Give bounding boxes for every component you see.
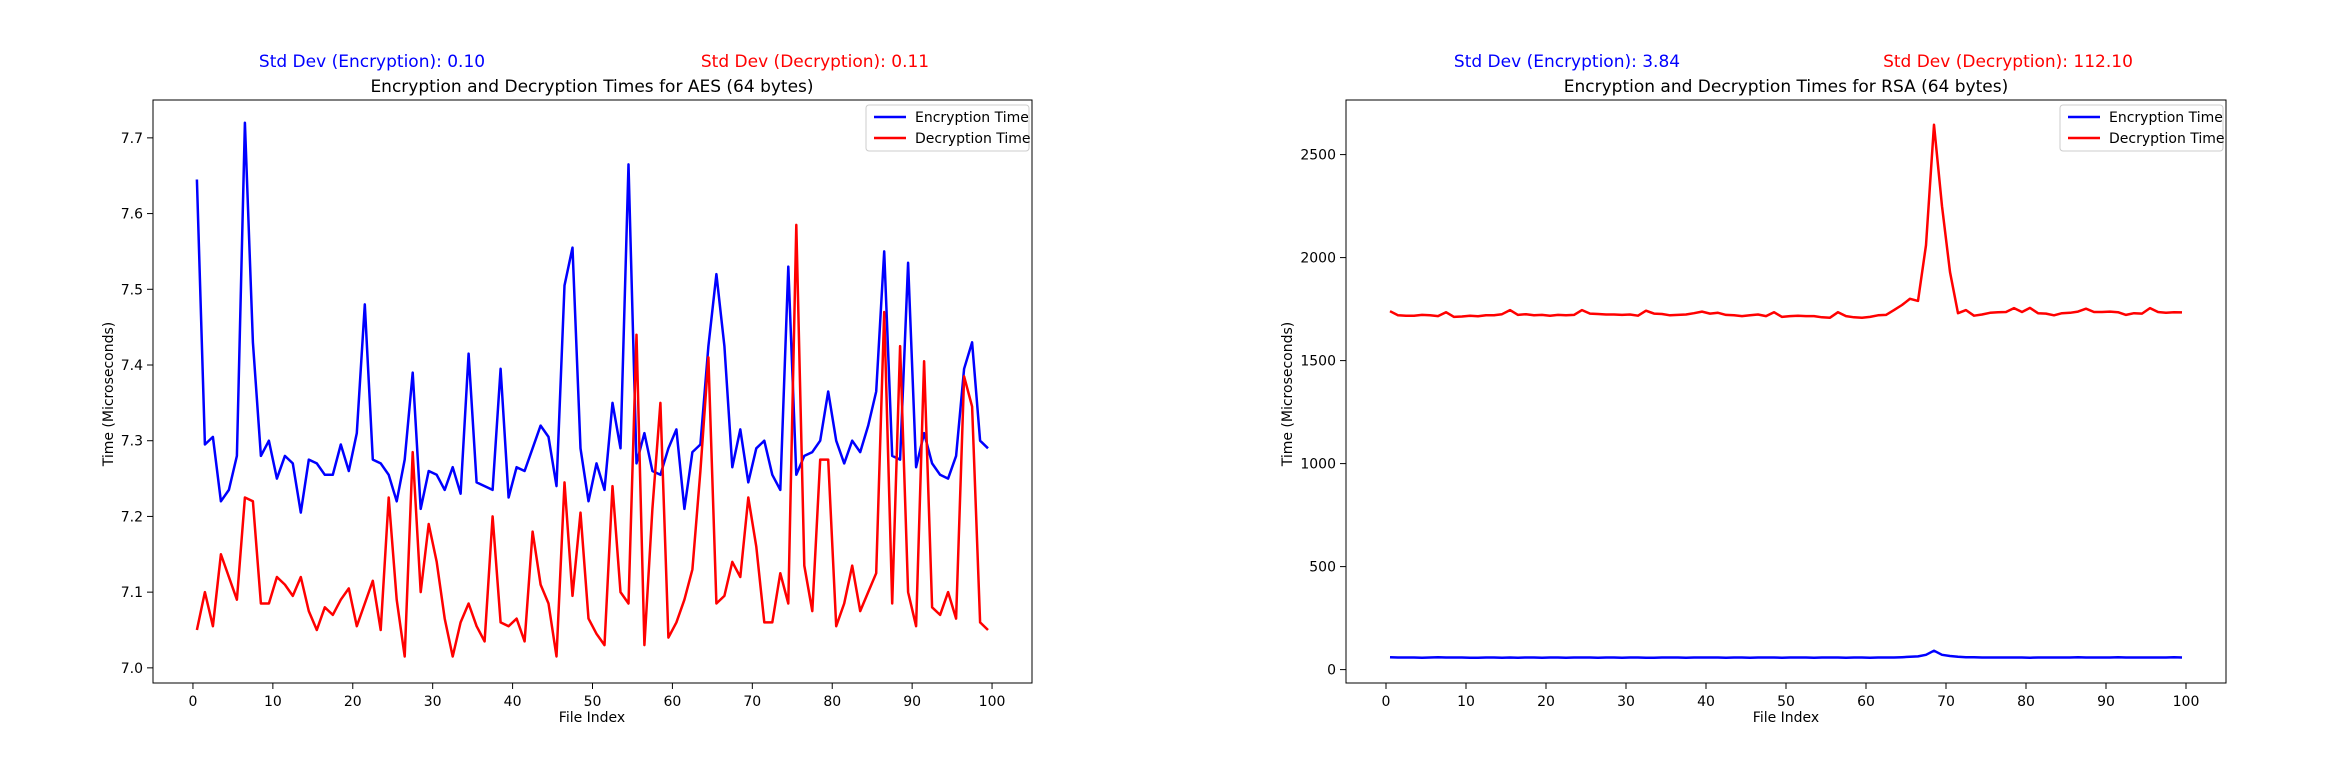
aes-y-tick-label: 7.5 [121, 282, 143, 298]
aes-x-axis-label: File Index [559, 710, 625, 726]
rsa-y-tick-label: 2000 [1300, 251, 1336, 267]
aes-std-decryption: Std Dev (Decryption): 0.11 [701, 52, 929, 72]
rsa-x-tick-label: 0 [1382, 694, 1391, 710]
aes-x-tick-label: 50 [584, 694, 602, 710]
rsa-x-tick-label: 30 [1617, 694, 1635, 710]
aes-axes-frame [152, 99, 1033, 684]
aes-chart-title: Encryption and Decryption Times for AES … [370, 77, 813, 97]
rsa-legend-label-decryption: Decryption Time [2109, 131, 2225, 147]
aes-y-tick-label: 7.0 [121, 661, 143, 677]
rsa-y-axis-label: Time (Microseconds) [1280, 322, 1296, 468]
aes-chart: Std Dev (Encryption): 0.10 Std Dev (Decr… [101, 52, 1033, 726]
rsa-y-tick-label: 0 [1327, 663, 1336, 679]
aes-y-tick-label: 7.4 [121, 358, 143, 374]
aes-x-tick-label: 100 [979, 694, 1006, 710]
rsa-y-tick-label: 2500 [1300, 148, 1336, 164]
rsa-std-encryption: Std Dev (Encryption): 3.84 [1454, 52, 1680, 72]
rsa-x-tick-label: 80 [2017, 694, 2035, 710]
rsa-y-tick-label: 1000 [1300, 457, 1336, 473]
aes-x-tick-label: 30 [424, 694, 442, 710]
rsa-x-tick-label: 90 [2097, 694, 2115, 710]
rsa-x-tick-label: 70 [1937, 694, 1955, 710]
aes-series-encryption-line [195, 121, 989, 514]
aes-y-tick-label: 7.7 [121, 131, 143, 147]
aes-legend-label-encryption: Encryption Time [915, 110, 1029, 126]
aes-series-decryption-line [195, 223, 989, 658]
aes-y-tick-label: 7.2 [121, 509, 143, 525]
aes-x-tick-label: 20 [344, 694, 362, 710]
rsa-legend-box [2059, 104, 2224, 152]
aes-std-encryption: Std Dev (Encryption): 0.10 [259, 52, 485, 72]
rsa-y-tick-label: 500 [1309, 560, 1336, 576]
aes-x-tick-label: 0 [188, 694, 197, 710]
aes-x-tick-label: 40 [504, 694, 522, 710]
aes-y-tick-label: 7.3 [121, 434, 143, 450]
rsa-x-axis-label: File Index [1753, 710, 1819, 726]
aes-x-tick-label: 60 [663, 694, 681, 710]
aes-legend-label-decryption: Decryption Time [915, 131, 1031, 147]
aes-y-axis-label: Time (Microseconds) [101, 322, 117, 468]
aes-plot-area: 0 10 20 30 40 50 60 70 80 90 100 7.0 7.1 7.2 7.3 7.4 7.5… [121, 99, 1033, 710]
rsa-series-encryption-line [1389, 649, 2183, 659]
rsa-x-tick-label: 50 [1777, 694, 1795, 710]
aes-x-tick-label: 80 [823, 694, 841, 710]
aes-legend-box [865, 104, 1030, 152]
rsa-x-tick-label: 10 [1457, 694, 1475, 710]
rsa-chart: Std Dev (Encryption): 3.84 Std Dev (Decr… [1280, 52, 2227, 726]
rsa-x-tick-label: 100 [2173, 694, 2200, 710]
rsa-std-decryption: Std Dev (Decryption): 112.10 [1883, 52, 2133, 72]
aes-x-tick-label: 90 [903, 694, 921, 710]
rsa-x-tick-label: 20 [1537, 694, 1555, 710]
rsa-legend: Encryption Time Decryption Time [2059, 104, 2225, 152]
rsa-chart-title: Encryption and Decryption Times for RSA … [1564, 77, 2009, 97]
aes-x-tick-label: 10 [264, 694, 282, 710]
rsa-x-tick-label: 60 [1857, 694, 1875, 710]
aes-y-tick-label: 7.1 [121, 585, 143, 601]
rsa-x-tick-label: 40 [1697, 694, 1715, 710]
aes-x-tick-label: 70 [743, 694, 761, 710]
rsa-series-decryption-line [1389, 123, 2183, 319]
rsa-axes-frame [1345, 99, 2227, 684]
rsa-plot-area: 0 10 20 30 40 50 60 70 80 90 100050010001500200025… [1300, 99, 2227, 710]
aes-legend: Encryption Time Decryption Time [865, 104, 1031, 152]
aes-y-tick-label: 7.6 [121, 207, 143, 223]
rsa-y-tick-label: 1500 [1300, 354, 1336, 370]
rsa-legend-label-encryption: Encryption Time [2109, 110, 2223, 126]
